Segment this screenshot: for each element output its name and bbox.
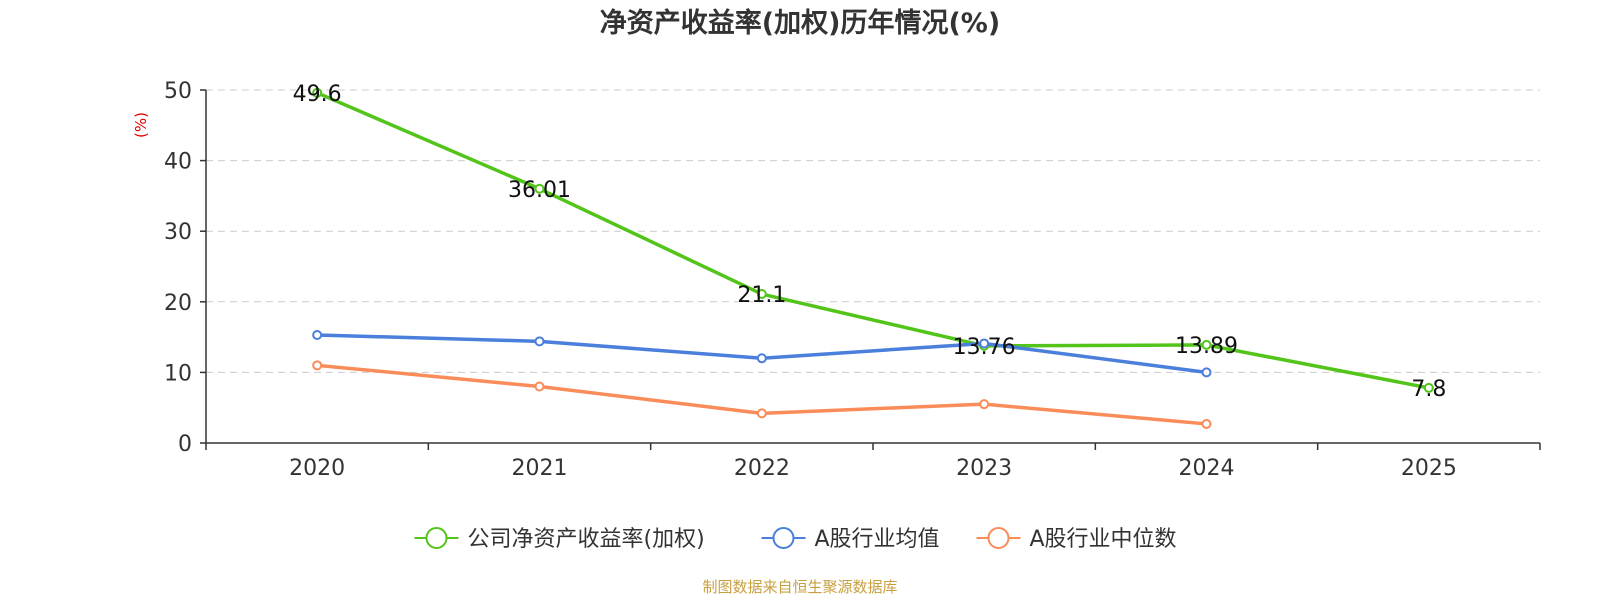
x-tick-label-2023: 2023 (956, 456, 1012, 481)
data-point-1-2023[interactable] (979, 338, 990, 349)
source-note: 制图数据来自恒生聚源数据库 (702, 578, 897, 596)
series-group (312, 87, 1434, 429)
x-tick-label-2024: 2024 (1179, 456, 1235, 481)
data-label-2025: 7.8 (1411, 377, 1446, 402)
chart-title: 净资产收益率(加权)历年情况(%) (600, 7, 1000, 39)
legend-marker-0 (425, 527, 448, 549)
y-tick-label-50: 50 (164, 79, 192, 104)
data-labels: 49.6 36.01 21.1 13.76 13.89 7.8 (293, 82, 1447, 402)
legend-marker-2 (987, 527, 1010, 549)
series-line-0 (316, 91, 1430, 390)
x-tick-label-2025: 2025 (1401, 456, 1457, 481)
data-point-2-2022[interactable] (756, 408, 767, 419)
data-point-2-2020[interactable] (312, 360, 323, 371)
axes: 0 10 20 30 40 50 2020 2021 2022 2023 2024 2025 (164, 79, 1541, 481)
y-tick-label-20: 20 (164, 291, 192, 316)
legend-label-0: 公司净资产收益率(加权) (468, 527, 705, 552)
data-point-1-2022[interactable] (756, 353, 767, 364)
data-point-1-2024[interactable] (1201, 367, 1212, 378)
data-point-0-2024[interactable] (1201, 339, 1212, 350)
data-label-2021: 36.01 (508, 178, 571, 203)
data-point-0-2025[interactable] (1423, 382, 1434, 393)
y-tick-label-10: 10 (164, 361, 192, 386)
data-point-1-2020[interactable] (312, 329, 323, 340)
data-point-2-2021[interactable] (534, 381, 545, 392)
data-point-0-2021[interactable] (534, 183, 545, 194)
data-point-2-2023[interactable] (979, 399, 990, 410)
legend-marker-1 (772, 527, 795, 549)
legend-item-1[interactable]: A股行业均值 (761, 527, 940, 552)
legend-item-0[interactable]: 公司净资产收益率(加权) (414, 527, 705, 552)
x-tick-label-2020: 2020 (289, 456, 345, 481)
legend-label-1: A股行业均值 (815, 527, 940, 552)
data-point-0-2020[interactable] (312, 87, 323, 98)
data-label-2023: 13.76 (953, 335, 1016, 360)
y-tick-label-40: 40 (164, 150, 192, 175)
gridlines (206, 89, 1540, 373)
legend-label-2: A股行业中位数 (1030, 527, 1177, 552)
data-point-0-2022[interactable] (756, 289, 767, 300)
y-tick-label-0: 0 (178, 432, 192, 457)
data-label-2020: 49.6 (293, 82, 342, 107)
y-axis-label: (%) (132, 112, 150, 138)
legend[interactable]: 公司净资产收益率(加权) A股行业均值 A股行业中位数 (414, 527, 1177, 552)
data-label-2022: 21.1 (737, 283, 786, 308)
legend-item-2[interactable]: A股行业中位数 (976, 527, 1177, 552)
data-label-2024: 13.89 (1175, 334, 1238, 359)
x-tick-label-2022: 2022 (734, 456, 790, 481)
x-tick-label-2021: 2021 (512, 456, 568, 481)
data-point-2-2024[interactable] (1201, 418, 1212, 429)
data-point-1-2021[interactable] (534, 336, 545, 347)
y-tick-label-30: 30 (164, 220, 192, 245)
